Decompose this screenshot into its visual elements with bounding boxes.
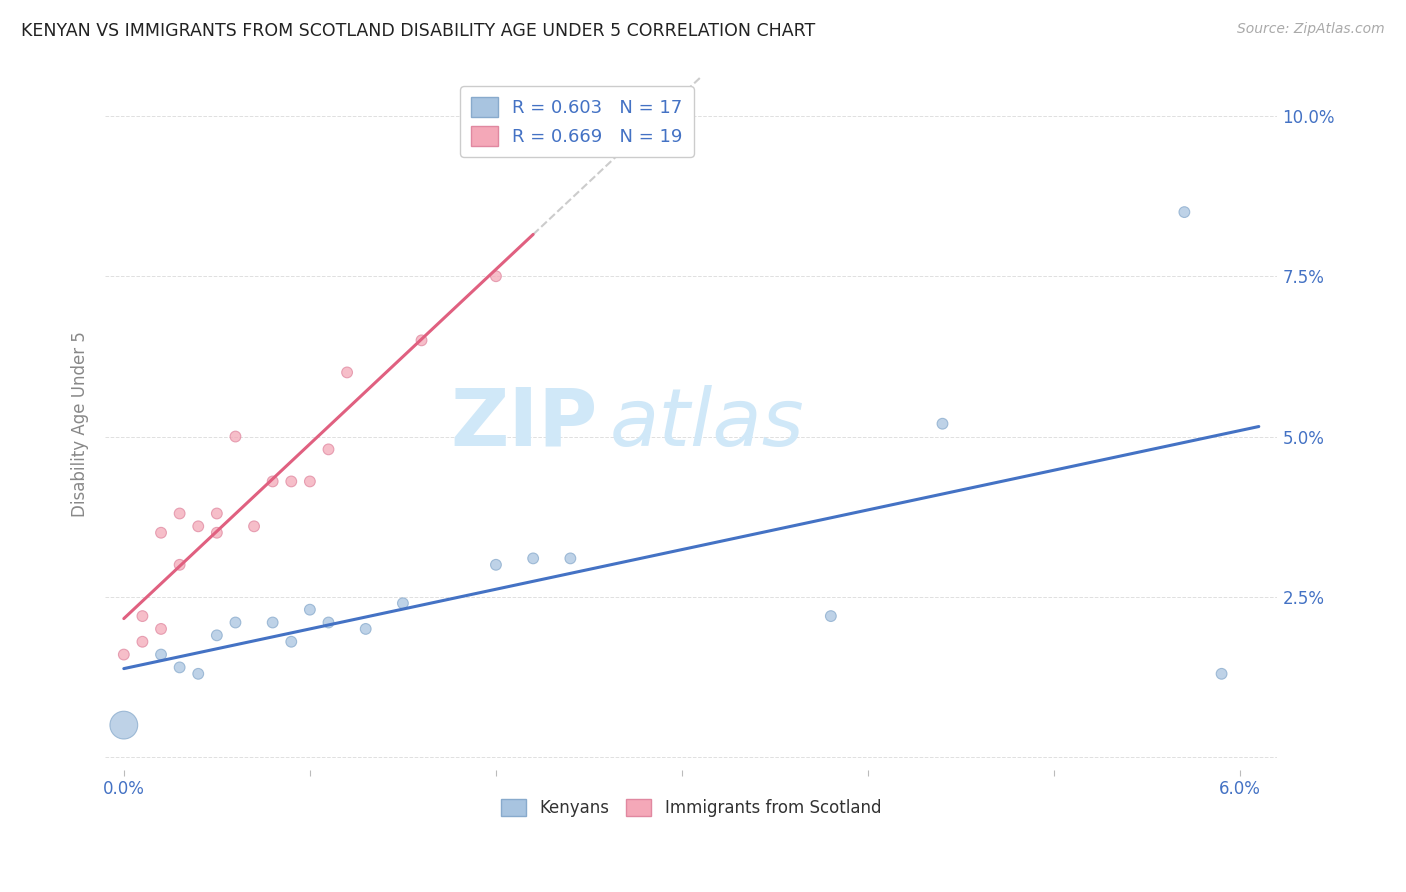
Point [150, 648, 173, 662]
Point [169, 558, 191, 572]
Point [280, 475, 302, 489]
Point [280, 634, 302, 648]
Point [262, 615, 284, 630]
Point [411, 334, 433, 348]
Text: KENYAN VS IMMIGRANTS FROM SCOTLAND DISABILITY AGE UNDER 5 CORRELATION CHART: KENYAN VS IMMIGRANTS FROM SCOTLAND DISAB… [21, 22, 815, 40]
Point [522, 551, 544, 566]
Point [131, 634, 153, 648]
Point [262, 475, 284, 489]
Point [224, 429, 246, 443]
Text: Source: ZipAtlas.com: Source: ZipAtlas.com [1237, 22, 1385, 37]
Point [1211, 666, 1233, 681]
Text: ZIP: ZIP [450, 384, 598, 463]
Point [318, 615, 340, 630]
Point [205, 628, 228, 642]
Point [150, 525, 173, 540]
Point [560, 551, 582, 566]
Point [354, 622, 377, 636]
Point [336, 366, 359, 380]
Point [1173, 205, 1195, 219]
Point [392, 596, 415, 610]
Point [112, 648, 135, 662]
Point [187, 519, 209, 533]
Point [243, 519, 266, 533]
Point [169, 660, 191, 674]
Point [131, 609, 153, 624]
Point [205, 507, 228, 521]
Point [150, 622, 173, 636]
Legend: Kenyans, Immigrants from Scotland: Kenyans, Immigrants from Scotland [495, 792, 887, 824]
Y-axis label: Disability Age Under 5: Disability Age Under 5 [72, 331, 89, 516]
Point [318, 442, 340, 457]
Point [187, 666, 209, 681]
Point [485, 558, 508, 572]
Point [169, 507, 191, 521]
Point [931, 417, 953, 431]
Point [205, 525, 228, 540]
Point [298, 475, 321, 489]
Point [820, 609, 842, 624]
Point [298, 603, 321, 617]
Text: atlas: atlas [609, 384, 804, 463]
Point [224, 615, 246, 630]
Point [112, 718, 135, 732]
Point [485, 269, 508, 284]
